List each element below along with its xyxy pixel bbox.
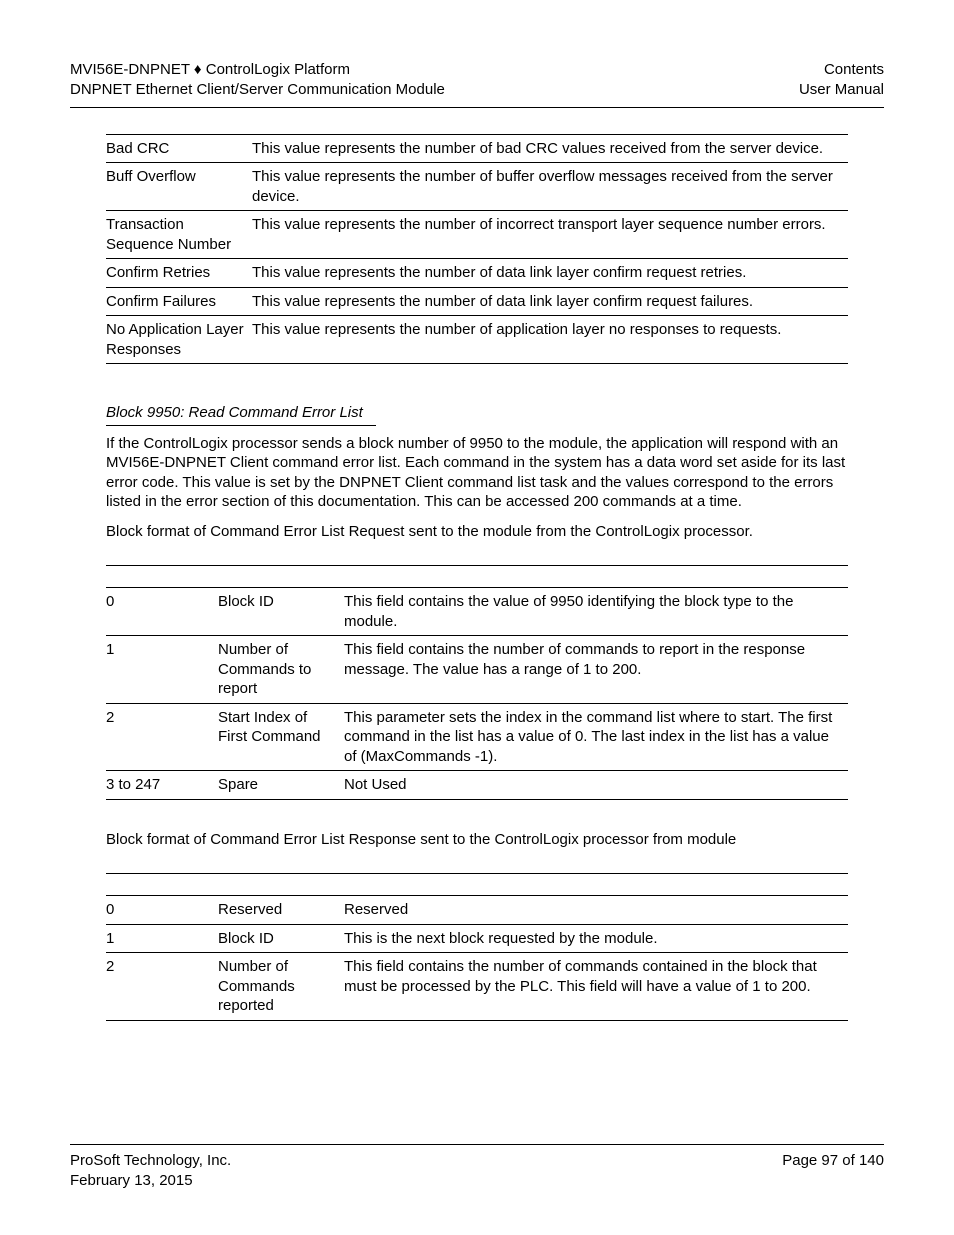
footer-date: February 13, 2015 bbox=[70, 1171, 231, 1191]
field-name: Transaction Sequence Number bbox=[106, 211, 252, 259]
field-description: This field contains the value of 9950 id… bbox=[344, 588, 848, 636]
word-offset: 3 to 247 bbox=[106, 771, 218, 800]
header-module: DNPNET Ethernet Client/Server Communicat… bbox=[70, 80, 445, 100]
header-doc-type: User Manual bbox=[799, 80, 884, 100]
page-footer: ProSoft Technology, Inc. February 13, 20… bbox=[70, 1144, 884, 1192]
page-header: MVI56E-DNPNET ♦ ControlLogix Platform DN… bbox=[70, 60, 884, 108]
error-values-table: Bad CRCThis value represents the number … bbox=[106, 134, 848, 365]
request-block-table: 0Block IDThis field contains the value o… bbox=[106, 565, 848, 800]
page-content: Bad CRCThis value represents the number … bbox=[70, 134, 884, 1021]
paragraph-2: Block format of Command Error List Reque… bbox=[106, 522, 848, 542]
table-row: 2Start Index of First CommandThis parame… bbox=[106, 703, 848, 771]
field-name: Block ID bbox=[218, 924, 344, 953]
table-row: No Application Layer ResponsesThis value… bbox=[106, 316, 848, 364]
table-row: 2Number of Commands reportedThis field c… bbox=[106, 953, 848, 1021]
field-description: Not Used bbox=[344, 771, 848, 800]
field-description: This value represents the number of data… bbox=[252, 259, 848, 288]
field-name: Confirm Retries bbox=[106, 259, 252, 288]
table-row: Transaction Sequence NumberThis value re… bbox=[106, 211, 848, 259]
table-row: Bad CRCThis value represents the number … bbox=[106, 134, 848, 163]
field-description: This parameter sets the index in the com… bbox=[344, 703, 848, 771]
field-name: No Application Layer Responses bbox=[106, 316, 252, 364]
word-offset: 1 bbox=[106, 636, 218, 704]
word-offset: 2 bbox=[106, 953, 218, 1021]
field-name: Spare bbox=[218, 771, 344, 800]
table-row: 0Block IDThis field contains the value o… bbox=[106, 588, 848, 636]
field-name: Reserved bbox=[218, 896, 344, 925]
section-title: Block 9950: Read Command Error List bbox=[106, 404, 376, 426]
field-name: Confirm Failures bbox=[106, 287, 252, 316]
field-description: This is the next block requested by the … bbox=[344, 924, 848, 953]
field-description: This value represents the number of bad … bbox=[252, 134, 848, 163]
field-name: Start Index of First Command bbox=[218, 703, 344, 771]
footer-page-number: Page 97 of 140 bbox=[782, 1151, 884, 1171]
field-name: Bad CRC bbox=[106, 134, 252, 163]
table-row: Buff OverflowThis value represents the n… bbox=[106, 163, 848, 211]
field-description: This value represents the number of data… bbox=[252, 287, 848, 316]
field-description: This field contains the number of comman… bbox=[344, 953, 848, 1021]
footer-company: ProSoft Technology, Inc. bbox=[70, 1151, 231, 1171]
table-row: 0ReservedReserved bbox=[106, 896, 848, 925]
response-block-table: 0ReservedReserved1Block IDThis is the ne… bbox=[106, 873, 848, 1021]
table-row: 1Block IDThis is the next block requeste… bbox=[106, 924, 848, 953]
word-offset: 0 bbox=[106, 896, 218, 925]
field-name: Number of Commands reported bbox=[218, 953, 344, 1021]
word-offset: 2 bbox=[106, 703, 218, 771]
table-row: 3 to 247SpareNot Used bbox=[106, 771, 848, 800]
field-description: This value represents the number of appl… bbox=[252, 316, 848, 364]
response-caption: Block format of Command Error List Respo… bbox=[106, 830, 848, 850]
paragraph-1: If the ControlLogix processor sends a bl… bbox=[106, 434, 848, 512]
field-name: Buff Overflow bbox=[106, 163, 252, 211]
field-description: This field contains the number of comman… bbox=[344, 636, 848, 704]
header-section: Contents bbox=[799, 60, 884, 80]
field-description: This value represents the number of buff… bbox=[252, 163, 848, 211]
table-row: Confirm FailuresThis value represents th… bbox=[106, 287, 848, 316]
header-product: MVI56E-DNPNET ♦ ControlLogix Platform bbox=[70, 60, 445, 80]
table-row: 1Number of Commands to reportThis field … bbox=[106, 636, 848, 704]
field-name: Number of Commands to report bbox=[218, 636, 344, 704]
field-description: This value represents the number of inco… bbox=[252, 211, 848, 259]
word-offset: 0 bbox=[106, 588, 218, 636]
field-name: Block ID bbox=[218, 588, 344, 636]
field-description: Reserved bbox=[344, 896, 848, 925]
word-offset: 1 bbox=[106, 924, 218, 953]
table-row: Confirm RetriesThis value represents the… bbox=[106, 259, 848, 288]
